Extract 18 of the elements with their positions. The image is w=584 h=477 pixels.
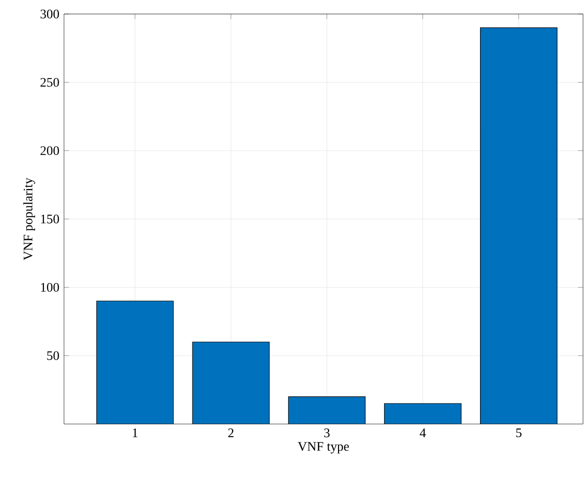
bar — [288, 396, 366, 424]
bar — [96, 301, 174, 424]
bar — [192, 342, 270, 424]
x-axis-title: VNF type — [298, 442, 349, 454]
y-axis-title: VNF popularity — [23, 178, 36, 260]
y-tick-label: 300 — [40, 10, 59, 18]
bar — [384, 404, 462, 424]
bar — [480, 27, 558, 424]
y-tick-label: 100 — [41, 282, 59, 292]
x-tick-label: 4 — [420, 428, 426, 438]
x-tick-label: 5 — [516, 428, 522, 438]
x-tick-label: 1 — [132, 428, 138, 438]
x-tick-label: 2 — [228, 428, 234, 438]
y-tick-label: 250 — [40, 78, 59, 87]
y-tick-label: 50 — [47, 351, 59, 360]
x-tick-label: 3 — [324, 428, 330, 438]
y-tick-label: 200 — [40, 146, 59, 156]
y-tick-label: 150 — [41, 214, 59, 224]
